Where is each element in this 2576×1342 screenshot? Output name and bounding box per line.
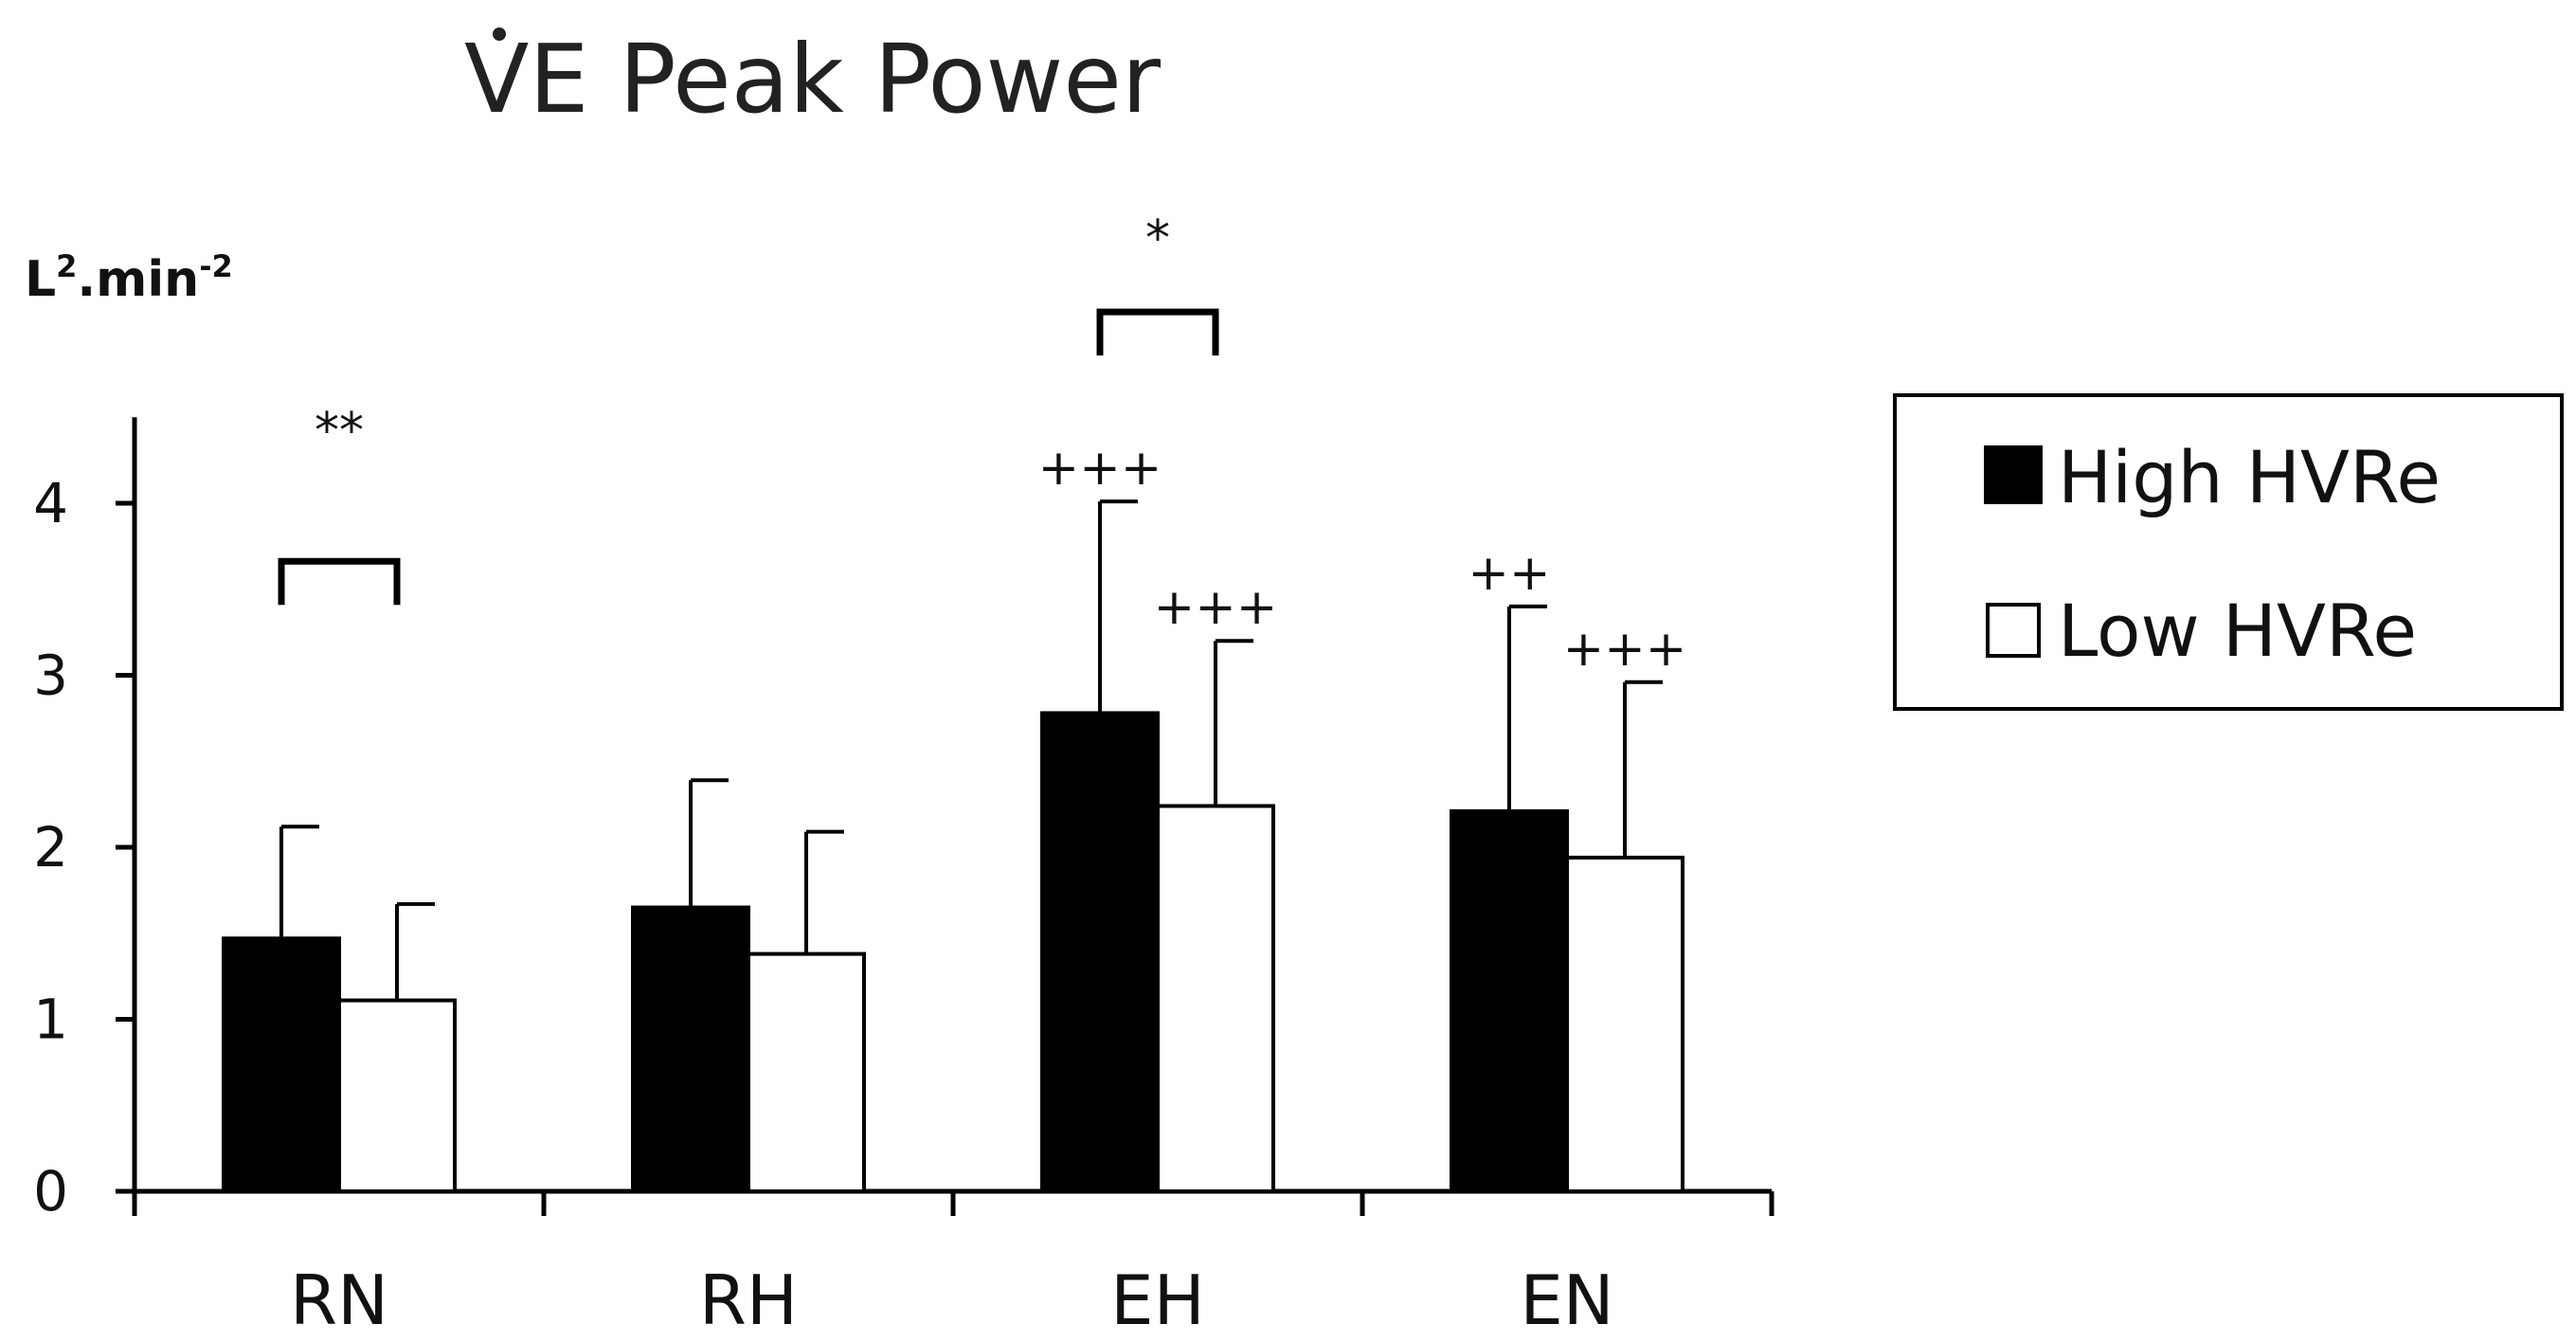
- bar-rh-low-hvre: [747, 952, 866, 1194]
- significance-bracket: [1096, 308, 1219, 356]
- chart-title: VE Peak Power: [464, 24, 1162, 135]
- y-axis-unit: L2.min-2: [25, 248, 233, 308]
- y-tick-label: 1: [33, 988, 68, 1052]
- legend-label-low: Low HVRe: [2058, 589, 2417, 673]
- bar-rn-low-hvre: [337, 998, 457, 1194]
- x-tick-label: EH: [1110, 1260, 1205, 1340]
- bar-eh-low-hvre: [1156, 804, 1275, 1193]
- title-dot-accent: [493, 27, 506, 41]
- y-tick-label: 3: [33, 644, 68, 708]
- y-tick-label: 2: [33, 815, 68, 880]
- bars: [222, 711, 1684, 1194]
- comparison-mark: ++: [1468, 545, 1550, 602]
- legend-swatch-low: [1986, 603, 2041, 658]
- chart-title-group: VE Peak Power: [464, 24, 1162, 135]
- comparison-mark: +++: [1563, 621, 1687, 678]
- comparison-mark: +++: [1038, 440, 1162, 497]
- comparison-mark: +++: [1154, 579, 1278, 636]
- x-tick-label: EN: [1520, 1260, 1613, 1340]
- y-tick-label: 4: [33, 471, 68, 535]
- annotations: ***+++++++++++: [278, 210, 1687, 678]
- significance-bracket: [278, 557, 401, 606]
- significance-label: *: [1145, 210, 1170, 267]
- y-unit-base: L: [25, 251, 56, 308]
- x-tick-label: RH: [699, 1260, 798, 1340]
- significance-label: **: [315, 403, 364, 460]
- error-bars: [279, 499, 1663, 1001]
- legend-swatch-high: [1984, 445, 2043, 504]
- y-tick-label: 0: [33, 1159, 68, 1224]
- bar-rh-high-hvre: [631, 905, 750, 1194]
- legend-label-high: High HVRe: [2058, 435, 2441, 519]
- y-unit-sup2: -2: [199, 248, 233, 284]
- bar-rn-high-hvre: [222, 936, 341, 1193]
- bar-en-low-hvre: [1565, 855, 1684, 1193]
- bar-en-high-hvre: [1450, 808, 1569, 1193]
- x-tick-labels: RN RH EH EN: [290, 1260, 1614, 1340]
- y-ticks: 0 1 2 3 4: [33, 471, 135, 1224]
- y-unit-mid: .min: [77, 251, 199, 308]
- x-tick-label: RN: [290, 1260, 388, 1340]
- legend: High HVRe Low HVRe: [1893, 393, 2564, 711]
- bar-eh-high-hvre: [1040, 711, 1160, 1193]
- y-unit-sup1: 2: [56, 248, 77, 284]
